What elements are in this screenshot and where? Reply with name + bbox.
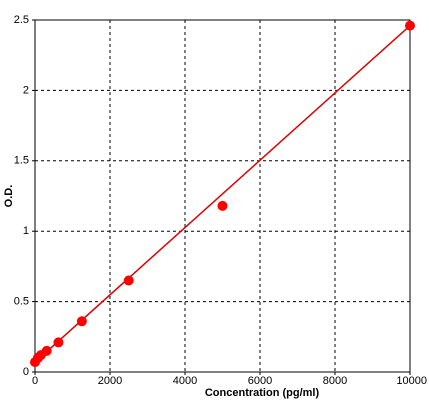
data-point	[217, 200, 228, 211]
y-tick-label: 0.5	[14, 296, 29, 308]
y-axis-title: O.D.	[3, 185, 15, 208]
data-point	[76, 316, 87, 327]
x-tick-label: 0	[32, 375, 38, 387]
data-point	[53, 337, 64, 348]
y-tick-label: 2	[23, 84, 29, 96]
y-tick-label: 1.5	[14, 155, 29, 167]
x-tick-label: 2000	[98, 375, 122, 387]
x-tick-label: 4000	[173, 375, 197, 387]
data-point	[405, 20, 415, 31]
data-point	[123, 275, 134, 286]
fit-line	[34, 25, 411, 363]
x-tick-label: 10000	[396, 375, 427, 387]
plot-frame	[34, 19, 411, 373]
y-tick-label: 1	[23, 225, 29, 237]
x-tick-label: 6000	[248, 375, 272, 387]
data-point	[41, 345, 52, 356]
y-tick-label: 2.5	[14, 14, 29, 26]
x-axis-title: Concentration (pg/ml)	[205, 387, 320, 399]
x-tick-label: 8000	[323, 375, 347, 387]
y-tick-label: 0	[23, 366, 29, 378]
